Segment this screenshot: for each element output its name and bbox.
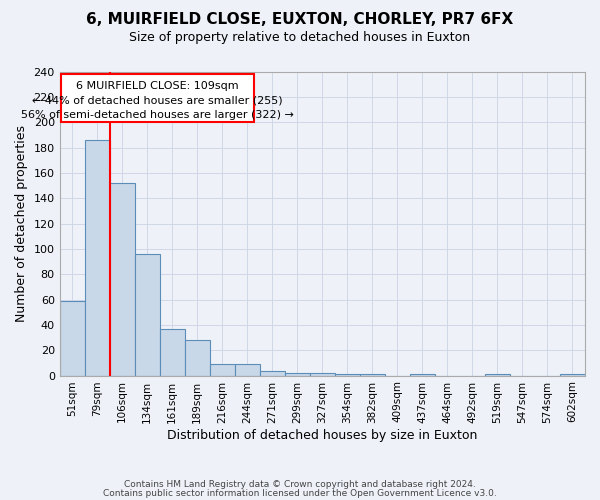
Bar — [85, 140, 110, 376]
Bar — [485, 374, 510, 376]
Bar — [285, 373, 310, 376]
FancyBboxPatch shape — [61, 74, 254, 122]
Bar — [235, 364, 260, 376]
Text: Contains public sector information licensed under the Open Government Licence v3: Contains public sector information licen… — [103, 490, 497, 498]
Text: ← 44% of detached houses are smaller (255): ← 44% of detached houses are smaller (25… — [32, 96, 283, 106]
Bar — [59, 301, 85, 376]
Bar — [110, 183, 135, 376]
Bar — [185, 340, 210, 376]
Bar — [310, 373, 335, 376]
Bar — [410, 374, 435, 376]
Text: Contains HM Land Registry data © Crown copyright and database right 2024.: Contains HM Land Registry data © Crown c… — [124, 480, 476, 489]
Text: Size of property relative to detached houses in Euxton: Size of property relative to detached ho… — [130, 31, 470, 44]
Y-axis label: Number of detached properties: Number of detached properties — [15, 125, 28, 322]
Bar — [135, 254, 160, 376]
Bar — [560, 374, 585, 376]
Text: 6 MUIRFIELD CLOSE: 109sqm: 6 MUIRFIELD CLOSE: 109sqm — [76, 81, 239, 91]
X-axis label: Distribution of detached houses by size in Euxton: Distribution of detached houses by size … — [167, 430, 478, 442]
Bar — [335, 374, 360, 376]
Text: 6, MUIRFIELD CLOSE, EUXTON, CHORLEY, PR7 6FX: 6, MUIRFIELD CLOSE, EUXTON, CHORLEY, PR7… — [86, 12, 514, 28]
Bar — [360, 374, 385, 376]
Text: 56% of semi-detached houses are larger (322) →: 56% of semi-detached houses are larger (… — [21, 110, 293, 120]
Bar — [260, 370, 285, 376]
Bar — [160, 328, 185, 376]
Bar — [210, 364, 235, 376]
